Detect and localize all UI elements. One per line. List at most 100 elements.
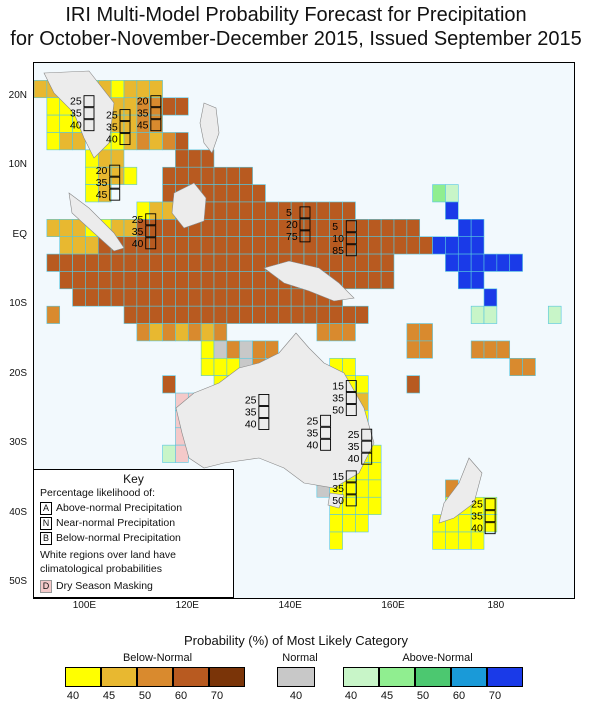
forecast-cell xyxy=(97,288,112,307)
forecast-cell xyxy=(85,253,99,272)
forecast-cell xyxy=(213,288,228,307)
annotation-value: 40 xyxy=(106,134,118,146)
map-key: Key Percentage likelihood of: A Above-nor… xyxy=(33,469,234,598)
annotation-box xyxy=(484,522,496,535)
annotation-box xyxy=(119,109,131,122)
legend-value: 40 xyxy=(289,690,303,702)
lon-label: 140E xyxy=(278,600,302,611)
forecast-cell xyxy=(342,305,356,324)
forecast-cell xyxy=(162,444,176,463)
forecast-cell xyxy=(226,340,241,359)
forecast-cell xyxy=(355,219,369,238)
forecast-cell xyxy=(187,166,202,185)
forecast-cell xyxy=(252,236,266,255)
annotation-box xyxy=(145,225,157,238)
forecast-cell xyxy=(252,201,266,220)
annotation-value: 20 xyxy=(286,219,298,231)
forecast-cell xyxy=(329,531,343,550)
forecast-cell xyxy=(316,219,331,238)
lon-label: 180 xyxy=(487,600,505,611)
forecast-cell xyxy=(162,236,176,255)
annotation-box xyxy=(258,406,270,418)
forecast-cell xyxy=(187,271,202,290)
key-item-dry: D Dry Season Masking xyxy=(40,579,233,593)
forecast-cell xyxy=(136,305,151,324)
lat-label: 10N xyxy=(8,159,27,171)
forecast-cell xyxy=(406,375,421,394)
forecast-cell xyxy=(187,288,202,307)
forecast-cell xyxy=(72,288,86,307)
forecast-cell xyxy=(419,236,433,255)
forecast-cell xyxy=(329,201,343,220)
forecast-cell xyxy=(470,271,485,290)
annotation-value: 40 xyxy=(471,523,483,535)
legend-value: 45 xyxy=(102,690,116,702)
forecast-cell xyxy=(136,323,151,342)
forecast-cell xyxy=(162,253,176,272)
forecast-cell xyxy=(393,219,408,238)
forecast-cell xyxy=(380,236,395,255)
forecast-cell xyxy=(46,253,61,272)
legend-normal-label: Normal xyxy=(282,652,318,664)
forecast-cell xyxy=(316,236,331,255)
forecast-cell xyxy=(483,253,498,272)
forecast-cell xyxy=(239,184,253,203)
annotation-box xyxy=(345,232,357,245)
forecast-cell xyxy=(483,514,498,533)
annotation-box xyxy=(150,107,162,120)
annotation-box xyxy=(145,237,157,250)
forecast-cell xyxy=(509,357,523,376)
key-text-dry: Dry Season Masking xyxy=(56,580,153,592)
key-item-below: B Below-normal Precipitation xyxy=(40,531,233,545)
new-zealand-landmass xyxy=(438,457,483,524)
forecast-cell xyxy=(187,305,202,324)
forecast-cell xyxy=(547,305,562,324)
forecast-cell xyxy=(200,236,215,255)
forecast-cell xyxy=(355,253,369,272)
forecast-cell xyxy=(187,149,202,168)
forecast-cell xyxy=(406,323,421,342)
forecast-cell xyxy=(213,271,228,290)
forecast-cell xyxy=(162,132,176,151)
annotation-box xyxy=(258,394,270,406)
legend-swatch xyxy=(101,667,137,687)
annotation-value: 35 xyxy=(471,511,483,523)
forecast-cell xyxy=(226,166,241,185)
forecast-cell xyxy=(406,236,421,255)
forecast-cell xyxy=(175,253,189,272)
forecast-cell xyxy=(97,253,112,272)
forecast-cell xyxy=(226,271,241,290)
annotation-value: 40 xyxy=(348,453,360,465)
forecast-cell xyxy=(290,305,305,324)
tasmania-landmass xyxy=(327,492,345,509)
forecast-cell xyxy=(46,219,61,238)
forecast-cell xyxy=(123,166,138,185)
forecast-cell xyxy=(149,253,163,272)
forecast-cell xyxy=(162,166,176,185)
forecast-cell xyxy=(419,323,433,342)
annotation-box xyxy=(150,95,162,108)
forecast-cell xyxy=(175,236,189,255)
legend-value: 50 xyxy=(138,690,152,702)
forecast-cell xyxy=(445,236,459,255)
annotation-value: 35 xyxy=(348,441,360,453)
forecast-cell xyxy=(162,219,176,238)
forecast-cell xyxy=(123,271,138,290)
forecast-cell xyxy=(239,340,253,359)
forecast-cell xyxy=(239,219,253,238)
annotation-value: 25 xyxy=(70,96,82,108)
forecast-cell xyxy=(97,271,112,290)
forecast-cell xyxy=(367,496,382,515)
forecast-cell xyxy=(175,323,189,342)
lat-label: 10S xyxy=(9,298,27,310)
forecast-cell xyxy=(200,323,215,342)
forecast-cell xyxy=(149,132,163,151)
forecast-cell xyxy=(136,253,151,272)
forecast-cell xyxy=(470,253,485,272)
forecast-cell xyxy=(342,219,356,238)
key-letter-n: N xyxy=(40,516,52,530)
forecast-cell xyxy=(213,323,228,342)
key-text-below: Below-normal Precipitation xyxy=(56,532,181,544)
key-title: Key xyxy=(123,472,144,486)
forecast-cell xyxy=(277,288,292,307)
